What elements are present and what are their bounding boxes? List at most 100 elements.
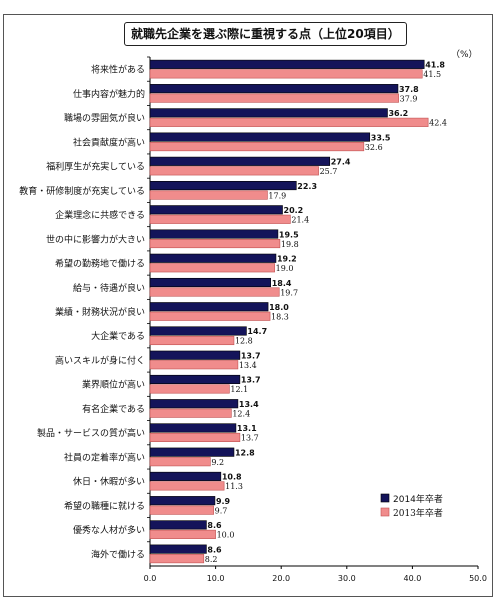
category-label: 海外で働ける (91, 548, 145, 560)
category-label: 企業理念に共感できる (55, 209, 145, 221)
value-label-2014: 19.2 (277, 255, 297, 264)
bar-2014 (149, 326, 247, 336)
category-label: 希望の勤務地で働ける (55, 258, 145, 270)
value-label-2013: 18.3 (271, 313, 289, 322)
value-label-2014: 18.0 (269, 303, 289, 312)
category-label: 職場の雰囲気が良い (64, 112, 145, 124)
value-label-2014: 14.7 (247, 327, 267, 336)
bar-2013 (149, 481, 225, 491)
bar-2013 (149, 384, 230, 394)
bar-2013 (149, 554, 205, 564)
bar-2014 (149, 59, 425, 69)
value-label-2013: 9.7 (215, 506, 228, 515)
value-label-2013: 42.4 (429, 119, 447, 128)
category-label: 将来性がある (91, 64, 145, 76)
value-label-2014: 8.6 (207, 521, 222, 530)
value-label-2014: 13.1 (237, 424, 257, 433)
category-label: 業界順位が高い (82, 379, 145, 391)
value-label-2013: 10.0 (217, 531, 235, 540)
bar-2013 (149, 166, 319, 176)
bar-2013 (149, 263, 275, 273)
value-label-2014: 13.7 (241, 376, 261, 385)
value-label-2013: 17.9 (268, 191, 286, 200)
bar-2014 (149, 399, 239, 409)
category-label: 優秀な人材が多い (73, 524, 145, 536)
bar-2014 (149, 520, 207, 530)
bar-2013 (149, 69, 423, 79)
value-label-2013: 25.7 (320, 167, 338, 176)
x-tick-label: 30.0 (338, 574, 356, 583)
bar-2014 (149, 374, 241, 385)
value-label-2014: 36.2 (388, 109, 408, 118)
value-label-2013: 13.4 (239, 361, 257, 370)
bar-2014 (149, 350, 241, 360)
bar-2014 (149, 108, 388, 118)
category-label: 業績・財務状況が良い (55, 306, 145, 318)
category-label: 休日・休暇が多い (73, 476, 145, 488)
value-label-2014: 33.5 (371, 133, 391, 142)
value-label-2014: 19.5 (279, 230, 299, 239)
legend-swatch (380, 493, 390, 503)
value-label-2013: 21.4 (291, 216, 309, 225)
value-label-2014: 13.4 (239, 400, 259, 409)
bar-2014 (149, 132, 371, 142)
bar-2014 (149, 156, 331, 166)
value-label-2014: 20.2 (284, 206, 304, 215)
bar-2013 (149, 93, 399, 103)
unit-label: （%） (451, 50, 478, 60)
value-label-2014: 27.4 (331, 158, 351, 167)
value-label-2013: 32.6 (365, 143, 383, 152)
bar-2013 (149, 432, 241, 442)
category-label: 仕事内容が魅力的 (73, 88, 145, 100)
x-tick-label: 40.0 (403, 574, 421, 583)
value-label-2013: 19.0 (276, 264, 294, 273)
value-label-2013: 37.9 (400, 94, 418, 103)
category-label: 製品・サービスの質が高い (37, 427, 145, 439)
bar-2013 (149, 311, 271, 321)
value-label-2013: 12.1 (230, 385, 248, 394)
legend-label: 2014年卒者 (393, 493, 443, 505)
value-label-2014: 8.6 (207, 545, 222, 554)
bar-2013 (149, 287, 280, 297)
category-label: 社会貢献度が高い (73, 136, 145, 148)
bar-2014 (149, 277, 272, 288)
bar-2013 (149, 457, 211, 467)
category-label: 福利厚生が充実している (46, 161, 145, 173)
value-label-2014: 9.9 (216, 497, 231, 506)
category-label: 有名企業である (82, 403, 145, 415)
value-label-2013: 12.8 (235, 337, 253, 346)
bar-2014 (149, 205, 283, 215)
value-label-2013: 19.7 (280, 288, 298, 297)
bar-2014 (149, 302, 269, 312)
value-label-2014: 10.8 (222, 473, 242, 482)
bar-2014 (149, 253, 277, 263)
value-label-2014: 18.4 (272, 279, 292, 288)
category-label: 高いスキルが身に付く (55, 354, 145, 366)
bar-2014 (149, 423, 237, 433)
value-label-2013: 19.8 (281, 240, 299, 249)
bar-2013 (149, 335, 235, 346)
value-label-2013: 12.4 (232, 409, 250, 418)
category-label: 給与・待遇が良い (73, 282, 145, 294)
value-label-2013: 13.7 (241, 434, 259, 443)
bar-2013 (149, 190, 268, 200)
bar-2014 (149, 181, 297, 191)
bar-2013 (149, 117, 429, 127)
category-label: 大企業である (91, 330, 145, 342)
x-tick-label: 0.0 (144, 574, 157, 583)
value-label-2013: 11.3 (225, 482, 243, 491)
value-label-2014: 13.7 (241, 351, 261, 360)
bar-2014 (149, 84, 399, 94)
bar-2014 (149, 229, 279, 239)
value-label-2014: 22.3 (297, 182, 317, 191)
category-label: 社員の定着率が高い (64, 451, 145, 463)
category-label: 希望の職種に就ける (64, 500, 145, 512)
value-label-2013: 8.2 (205, 555, 218, 564)
value-label-2014: 41.8 (425, 61, 445, 70)
x-tick-label: 50.0 (469, 574, 487, 583)
value-label-2013: 41.5 (423, 70, 441, 79)
value-label-2013: 9.2 (211, 458, 224, 467)
bar-2013 (149, 238, 281, 249)
bar-2013 (149, 142, 365, 152)
